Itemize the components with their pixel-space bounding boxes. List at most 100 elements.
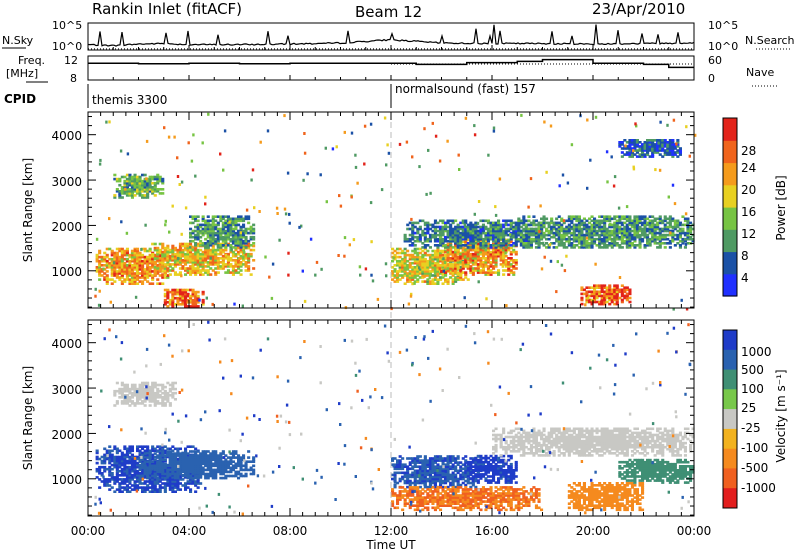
velocity-cell <box>141 474 145 478</box>
power-cell <box>214 225 218 229</box>
velocity-cell <box>128 449 132 453</box>
power-cell <box>615 290 619 294</box>
velocity-cell <box>151 478 155 481</box>
velocity-cell <box>244 464 248 468</box>
power-cell <box>603 237 607 241</box>
power-cell <box>166 305 170 308</box>
velocity-cell <box>136 463 140 467</box>
velocity-cell <box>204 472 208 476</box>
power-cell <box>464 229 468 233</box>
power-cell <box>401 257 405 261</box>
power-cell <box>191 288 195 292</box>
power-cell <box>469 225 473 229</box>
power-cell <box>620 300 624 304</box>
power-cell <box>431 259 435 263</box>
power-cell <box>461 221 465 225</box>
power-cell <box>646 233 650 237</box>
power-cell <box>416 253 420 257</box>
power-cell <box>431 282 435 285</box>
power-cell <box>471 227 475 231</box>
power-cell <box>206 242 210 245</box>
power-cell <box>633 143 637 146</box>
power-cell <box>473 212 476 216</box>
velocity-cell <box>244 468 248 472</box>
power-cell <box>178 250 182 254</box>
velocity-cell <box>173 472 177 476</box>
velocity-cell <box>171 454 175 457</box>
power-cell <box>156 282 160 285</box>
power-cell <box>242 244 246 248</box>
power-cell <box>519 242 523 245</box>
velocity-cell <box>143 449 147 453</box>
power-cell <box>580 242 584 245</box>
power-cell <box>499 229 503 233</box>
power-cell <box>656 246 660 249</box>
power-cell <box>125 251 129 255</box>
power-cell <box>529 233 533 237</box>
velocity-cell <box>166 484 170 487</box>
power-cell <box>449 219 453 223</box>
power-cell <box>471 231 475 235</box>
power-cell <box>194 254 198 258</box>
power-cell <box>418 165 421 169</box>
power-cell <box>237 252 241 256</box>
velocity-cell <box>171 449 175 453</box>
power-cell <box>476 242 480 246</box>
power-cell <box>216 229 220 233</box>
power-cell <box>191 221 195 225</box>
velocity-cell <box>158 478 162 481</box>
power-cell <box>120 257 124 261</box>
power-cell <box>486 250 490 254</box>
power-cell <box>201 141 204 145</box>
velocity-cell <box>153 490 157 493</box>
power-cell <box>418 251 422 255</box>
power-cell <box>105 278 109 281</box>
power-cell <box>610 155 613 159</box>
power-cell <box>575 235 579 239</box>
power-cell <box>625 145 629 148</box>
power-cell <box>466 223 470 227</box>
velocity-cell <box>166 472 170 476</box>
power-cell <box>434 134 438 138</box>
power-cell <box>603 219 607 223</box>
power-cell <box>625 205 629 209</box>
power-cell <box>184 261 188 264</box>
power-cell <box>451 231 455 235</box>
power-cell <box>459 225 463 229</box>
power-cell <box>123 190 127 193</box>
power-cell <box>433 225 437 229</box>
velocity-cell <box>229 460 233 463</box>
velocity-cell <box>128 445 132 448</box>
power-cell <box>431 255 435 259</box>
power-cell <box>683 231 687 235</box>
power-cell <box>595 221 599 225</box>
velocity-cell <box>153 486 157 489</box>
power-cell <box>433 276 437 279</box>
velocity-cell <box>110 486 114 489</box>
power-cell <box>408 239 412 243</box>
power-cell <box>221 235 225 239</box>
power-cell <box>466 257 470 260</box>
power-cell <box>209 259 213 262</box>
power-cell <box>476 257 480 260</box>
power-cell <box>211 263 215 266</box>
power-cell <box>486 221 490 225</box>
velocity-cell <box>166 482 170 485</box>
power-cell <box>418 247 422 251</box>
velocity-cell <box>148 464 152 468</box>
power-cell <box>486 254 490 258</box>
power-cell <box>497 239 501 243</box>
power-cell <box>691 227 695 231</box>
power-cell <box>189 257 193 260</box>
power-cell <box>189 294 193 298</box>
power-cell <box>209 256 212 260</box>
power-cell <box>370 240 373 244</box>
power-cell <box>141 282 145 285</box>
power-cell <box>201 227 205 231</box>
power-cell <box>138 251 142 255</box>
power-cell <box>469 237 473 241</box>
velocity-cell <box>239 460 243 463</box>
power-cell <box>221 250 225 254</box>
velocity-cell <box>146 456 150 459</box>
power-cell <box>628 242 632 245</box>
